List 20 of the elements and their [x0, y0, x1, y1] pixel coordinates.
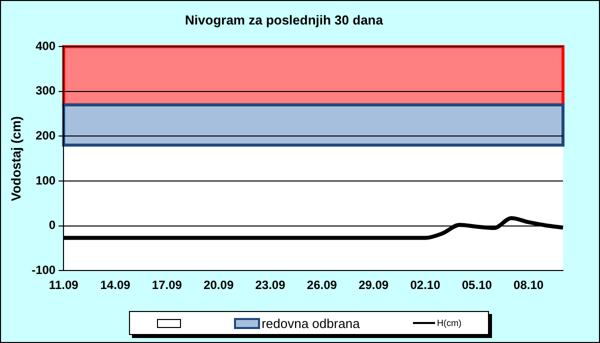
y-axis-title: Vodostaj (cm): [8, 116, 24, 202]
x-tick-label: 26.09: [306, 278, 338, 292]
x-tick-label: 23.09: [255, 278, 286, 292]
chart-title: Nivogram za poslednjih 30 dana: [185, 12, 384, 28]
y-tick-label: 300: [36, 84, 56, 98]
y-tick-label: 400: [36, 38, 56, 53]
x-tick-label: 11.09: [48, 278, 79, 292]
y-tick-label: 100: [36, 173, 56, 188]
x-tick-label: 17.09: [152, 278, 182, 292]
x-tick-label: 05.10: [462, 278, 492, 292]
y-tick-label: -100: [32, 262, 56, 277]
y-tick-label: 200: [36, 128, 56, 143]
legend-label: redovna odbrana: [262, 316, 360, 330]
x-tick-label: 02.10: [410, 278, 441, 292]
x-tick-label: 20.09: [204, 278, 234, 292]
legend-label: H(cm): [436, 318, 462, 328]
x-tick-label: 29.09: [358, 278, 389, 292]
x-tick-label: 08.10: [514, 278, 544, 292]
x-tick-label: 14.09: [100, 278, 131, 292]
y-tick-label: 0: [48, 218, 56, 232]
